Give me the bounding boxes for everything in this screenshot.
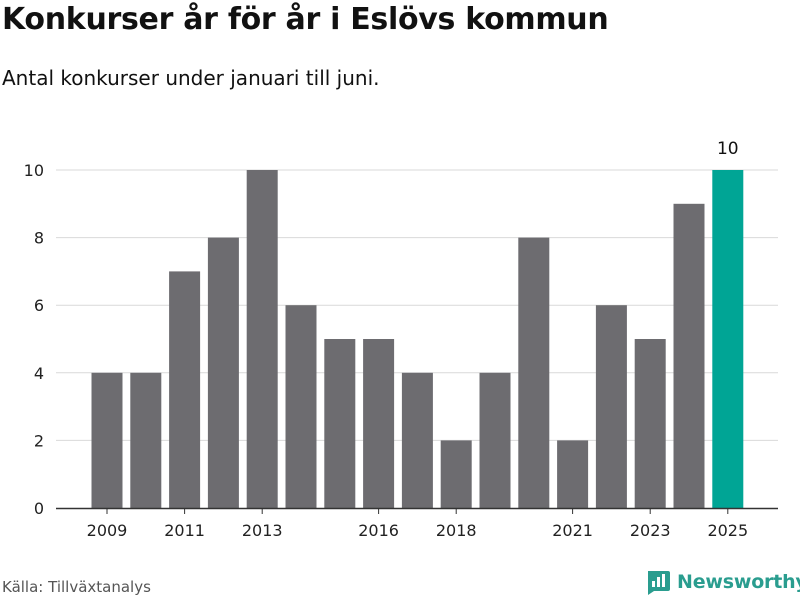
bar-chart-icon <box>648 571 670 595</box>
chart-title: Konkurser år för år i Eslövs kommun <box>2 2 609 37</box>
x-tick-label: 2011 <box>164 521 205 540</box>
bar-2011 <box>169 271 201 508</box>
bar-2016 <box>363 339 395 508</box>
x-tick-label: 2013 <box>242 521 283 540</box>
bar-2024 <box>673 203 705 509</box>
y-tick-label: 4 <box>34 364 44 383</box>
x-tick-label: 2016 <box>358 521 399 540</box>
y-tick-label: 6 <box>34 296 44 315</box>
bar-2023 <box>634 339 666 508</box>
bar-2020 <box>518 237 550 508</box>
bar-2012 <box>207 237 239 508</box>
y-tick-label: 8 <box>34 229 44 248</box>
y-tick-label: 2 <box>34 431 44 450</box>
chart-subtitle: Antal konkurser under januari till juni. <box>2 66 380 90</box>
bar-2013 <box>246 170 278 508</box>
data-label: 10 <box>717 139 739 159</box>
bar-2025 <box>712 170 744 508</box>
y-tick-label: 10 <box>24 161 44 180</box>
bar-2018 <box>440 440 472 508</box>
bar-2009 <box>91 372 123 508</box>
x-tick-label: 2023 <box>630 521 671 540</box>
bar-2014 <box>285 305 317 508</box>
bar-2010 <box>130 372 162 508</box>
bar-2021 <box>557 440 589 508</box>
x-tick-label: 2021 <box>552 521 593 540</box>
bar-2022 <box>595 305 627 508</box>
brand-logo[interactable]: Newsworthy <box>645 569 800 595</box>
y-tick-label: 0 <box>34 499 44 518</box>
bar-2015 <box>324 339 356 508</box>
brand-name: Newsworthy <box>677 571 800 593</box>
bar-2019 <box>479 372 511 508</box>
x-tick-label: 2009 <box>87 521 128 540</box>
source-note: Källa: Tillväxtanalys <box>2 578 151 596</box>
x-tick-label: 2018 <box>436 521 477 540</box>
bar-2017 <box>401 372 433 508</box>
x-tick-label: 2025 <box>707 521 748 540</box>
